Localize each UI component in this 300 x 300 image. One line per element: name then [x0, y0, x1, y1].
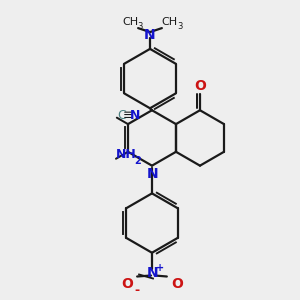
Text: C: C	[117, 109, 126, 122]
Text: N: N	[130, 109, 140, 122]
Text: N: N	[144, 28, 156, 42]
Text: O: O	[194, 80, 206, 94]
Text: ≡: ≡	[122, 109, 133, 122]
Text: O: O	[121, 278, 133, 291]
Text: NH: NH	[116, 148, 136, 161]
Text: N: N	[147, 266, 159, 280]
Text: CH: CH	[162, 17, 178, 27]
Text: O: O	[171, 278, 183, 291]
Text: -: -	[135, 284, 140, 297]
Text: N: N	[147, 167, 159, 181]
Text: 3: 3	[137, 22, 143, 31]
Text: CH: CH	[122, 17, 138, 27]
Text: +: +	[156, 262, 164, 273]
Text: 2: 2	[134, 156, 141, 166]
Text: 3: 3	[177, 22, 182, 31]
